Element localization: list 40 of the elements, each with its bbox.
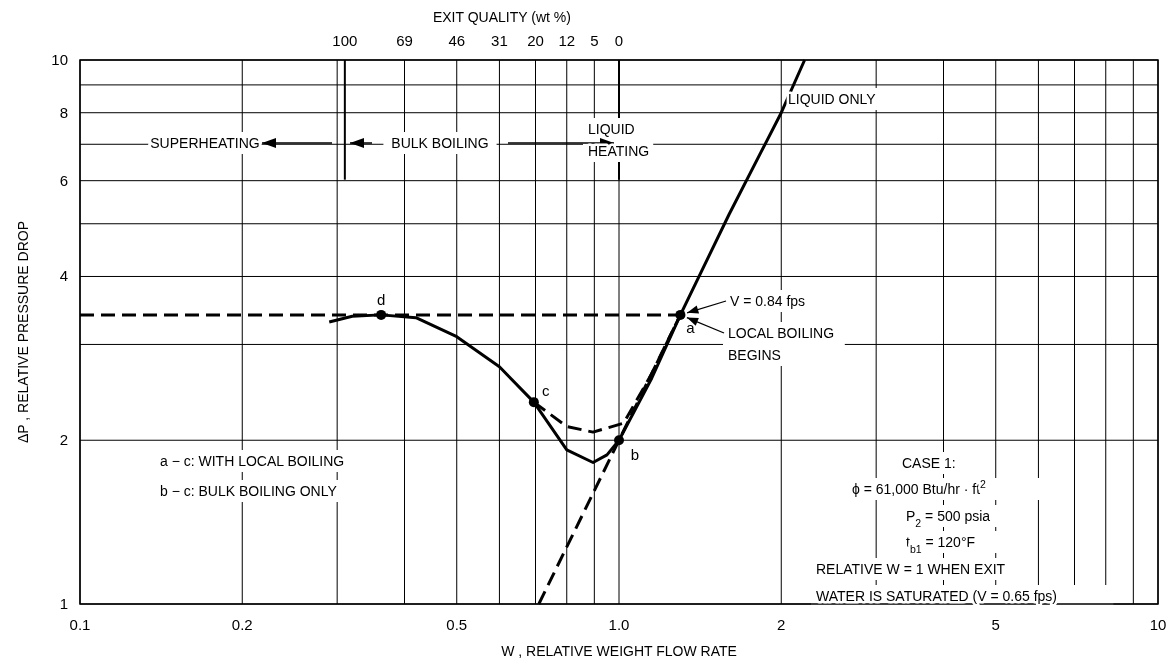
annotation: WATER IS SATURATED (V = 0.65 fps) [816, 588, 1058, 604]
text: 12 [558, 32, 576, 49]
annotation: P$_{2}$ = 500 psia [906, 508, 991, 529]
annotation: c [542, 382, 551, 400]
text: 46 [448, 32, 466, 49]
annotation: 0 [614, 32, 624, 49]
x-tick-label: 10 [1149, 616, 1167, 633]
text: 69 [396, 32, 413, 49]
annotation: a − c: WITH LOCAL BOILING [160, 453, 345, 469]
y-tick-label: 1 [59, 595, 68, 612]
y-tick-label: 6 [59, 171, 68, 189]
x-tick-label: 2 [777, 616, 786, 633]
y-tick-label: 10 [51, 51, 68, 68]
annotation: d [376, 290, 386, 308]
text: 31 [491, 32, 508, 49]
annotation: LIQUID HEATING [588, 121, 650, 159]
annotation: V = 0.84 fps [730, 293, 806, 309]
x-axis-title: W , RELATIVE WEIGHT FLOW RATE [501, 643, 737, 659]
x-tick-label: 0.5 [446, 616, 468, 633]
annotation: SUPERHEATING [150, 135, 260, 151]
annotation: a [686, 318, 696, 336]
text: 20 [527, 32, 544, 49]
annotation: CASE 1: [902, 455, 956, 471]
x-tick-label: 1.0 [608, 616, 630, 633]
x-tick-label: 0.1 [69, 616, 91, 633]
y-tick-label: 8 [59, 103, 68, 121]
text: 100 [332, 32, 358, 49]
annotation: b [630, 446, 640, 464]
y-tick-label: 4 [59, 267, 68, 285]
x-tick-label: 0.2 [231, 616, 253, 633]
annotation: RELATIVE W = 1 WHEN EXIT [816, 561, 1006, 577]
y-axis-title: ΔP , RELATIVE PRESSURE DROP [15, 220, 31, 444]
y-tick-label: 2 [59, 431, 68, 449]
text: EXIT QUALITY (wt %) [432, 9, 571, 25]
annotation: b − c: BULK BOILING ONLY [160, 483, 338, 499]
annotation: LOCAL BOILING BEGINS [728, 325, 835, 363]
x-tick-label: 5 [991, 616, 1000, 633]
text: 5 [590, 32, 599, 49]
annotation: BULK BOILING [391, 135, 489, 151]
annotation: LIQUID ONLY [788, 91, 877, 107]
